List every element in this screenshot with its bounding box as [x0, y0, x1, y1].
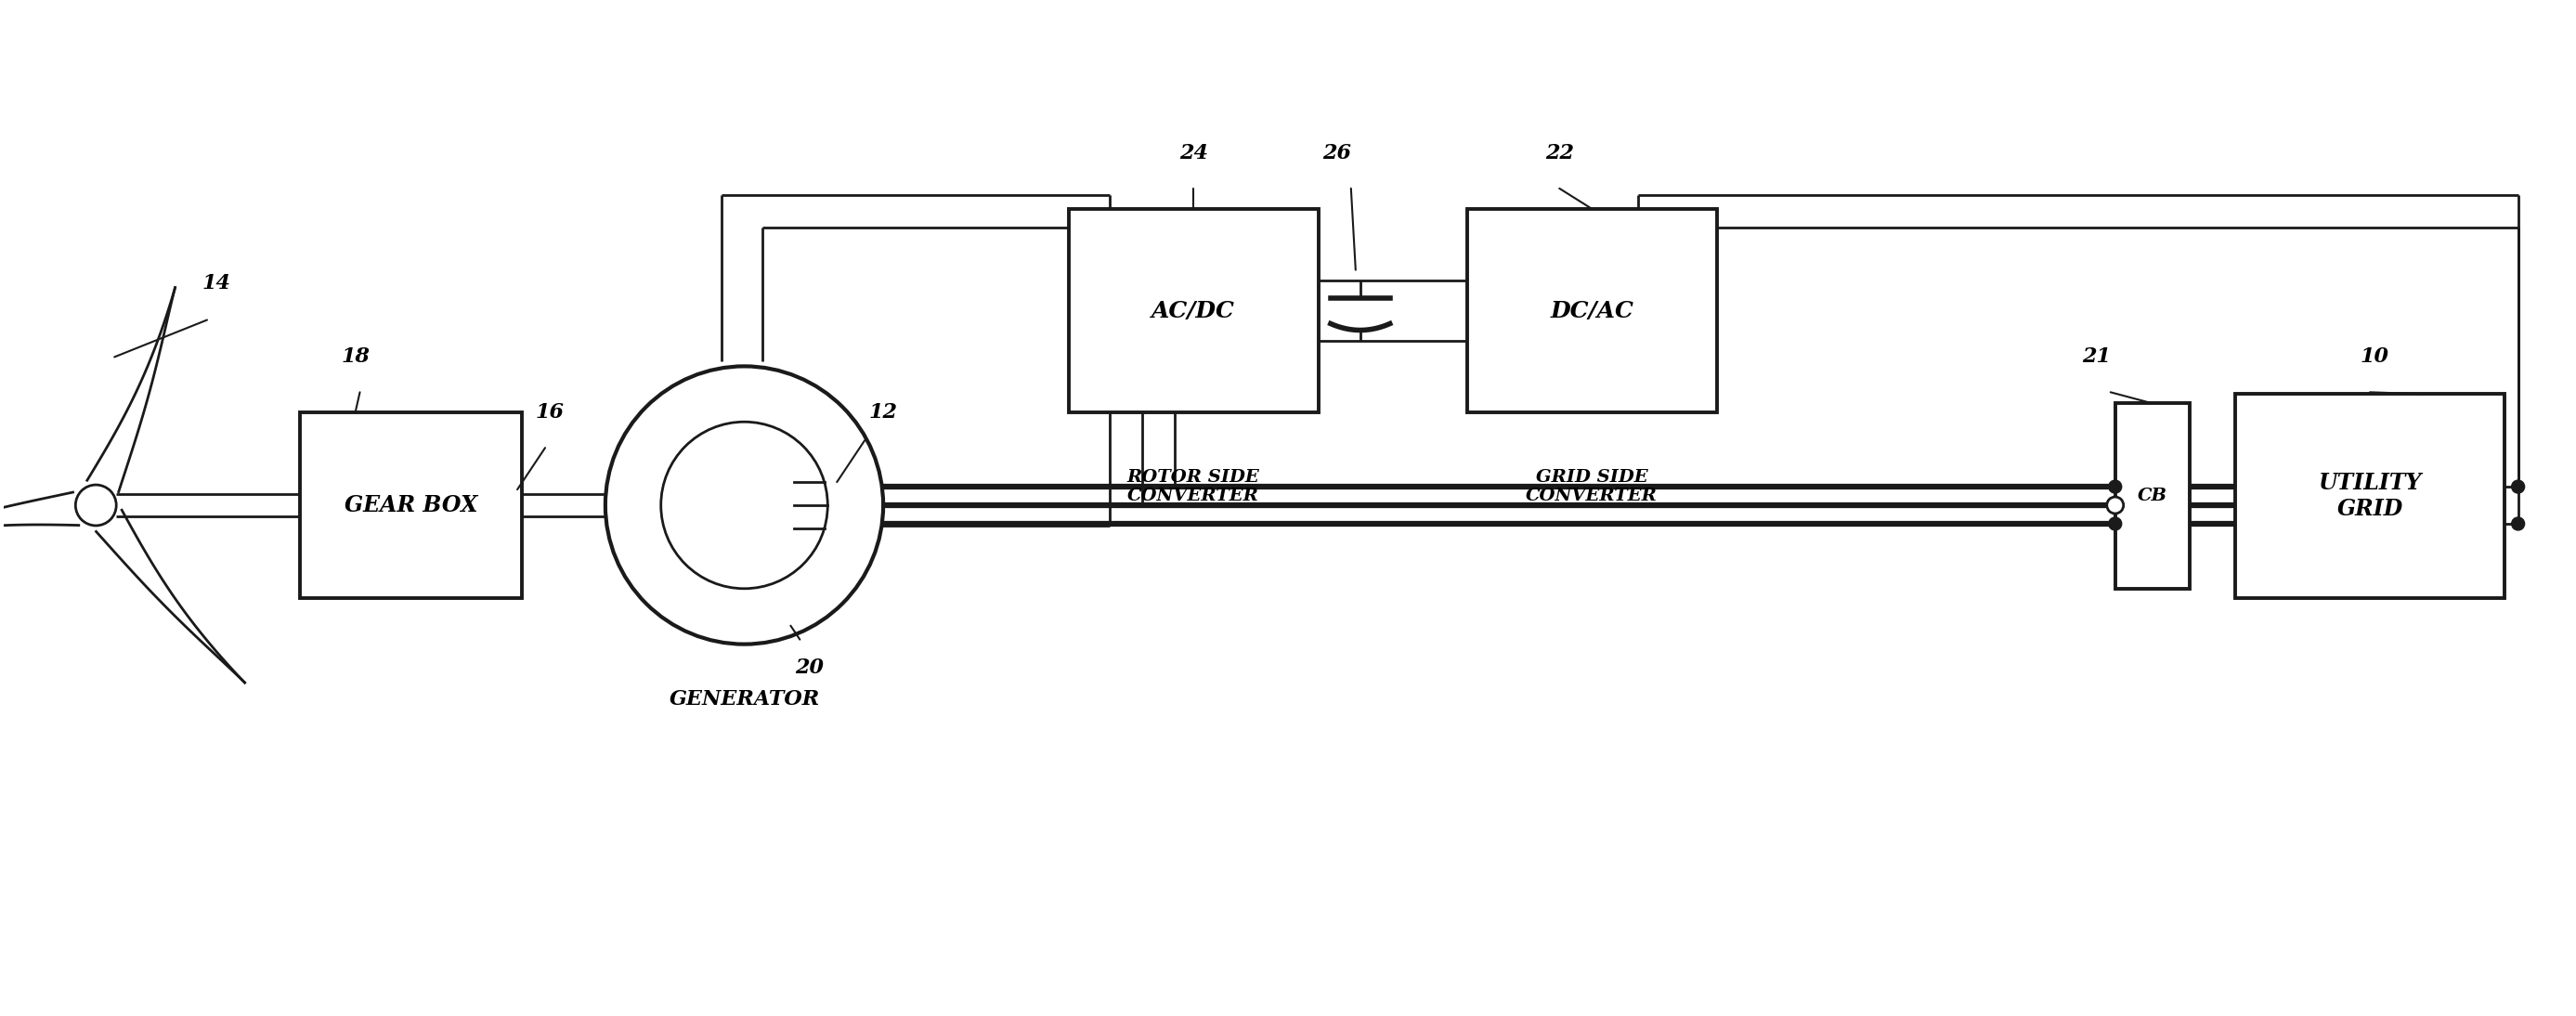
Text: UTILITY
GRID: UTILITY GRID: [2318, 471, 2421, 520]
Text: 20: 20: [796, 657, 824, 678]
Text: 10: 10: [2360, 346, 2388, 367]
Text: 26: 26: [1321, 143, 1352, 164]
Text: CB: CB: [2138, 488, 2166, 504]
Text: 18: 18: [340, 346, 368, 367]
Bar: [2115, 403, 2190, 588]
Bar: [2236, 394, 2504, 597]
Text: ROTOR SIDE
CONVERTER: ROTOR SIDE CONVERTER: [1128, 468, 1260, 505]
Text: DC/AC: DC/AC: [1551, 300, 1633, 322]
Text: AC/DC: AC/DC: [1151, 300, 1236, 322]
Circle shape: [662, 422, 827, 588]
Text: 14: 14: [201, 272, 232, 293]
Text: 24: 24: [1180, 143, 1208, 164]
Circle shape: [2512, 517, 2524, 530]
Circle shape: [2110, 517, 2123, 530]
Text: 21: 21: [2081, 346, 2110, 367]
Bar: [299, 412, 523, 597]
Text: GEAR BOX: GEAR BOX: [345, 494, 477, 516]
Text: 22: 22: [1546, 143, 1574, 164]
Circle shape: [605, 367, 884, 644]
Circle shape: [2110, 481, 2123, 493]
Bar: [1069, 209, 1319, 412]
Circle shape: [75, 485, 116, 525]
Text: GENERATOR: GENERATOR: [670, 690, 819, 710]
Text: 12: 12: [868, 402, 896, 423]
Bar: [1466, 209, 1716, 412]
Text: GRID SIDE
CONVERTER: GRID SIDE CONVERTER: [1525, 468, 1659, 505]
Circle shape: [2512, 481, 2524, 493]
Circle shape: [2107, 497, 2123, 513]
Text: 16: 16: [536, 402, 564, 423]
